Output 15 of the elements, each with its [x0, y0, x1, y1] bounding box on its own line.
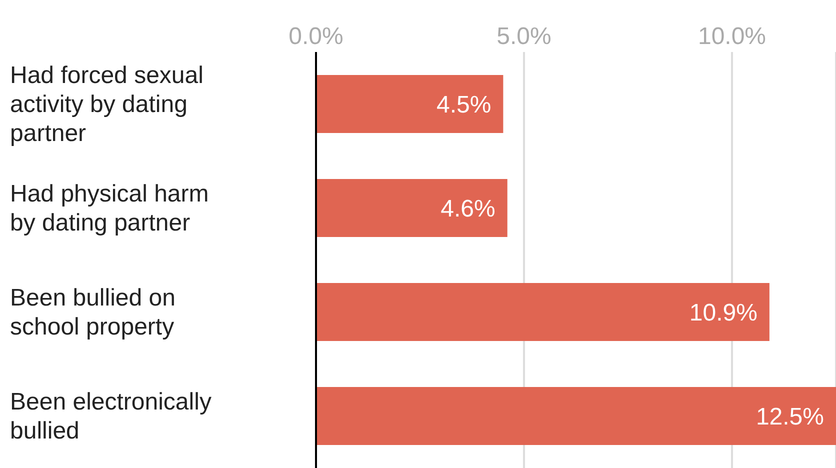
bar	[316, 75, 504, 133]
y-tick-label: Had forced sexual activity by dating partner	[10, 62, 204, 146]
x-tick-label: 5.0%	[496, 23, 552, 50]
data-label: 4.6%	[440, 196, 496, 223]
y-tick-label: Been bullied on school property	[10, 284, 176, 340]
data-label: 12.5%	[756, 404, 824, 431]
data-label: 4.5%	[436, 92, 492, 119]
bar	[316, 179, 508, 237]
data-label: 10.9%	[689, 300, 758, 327]
y-tick-label: Had physical harm by dating partner	[10, 180, 209, 236]
x-tick-label: 0.0%	[288, 23, 344, 50]
bar	[316, 387, 836, 445]
x-tick-label: 10.0%	[698, 23, 766, 50]
bar	[316, 283, 770, 341]
y-tick-label: Been electronically bullied	[10, 388, 212, 444]
